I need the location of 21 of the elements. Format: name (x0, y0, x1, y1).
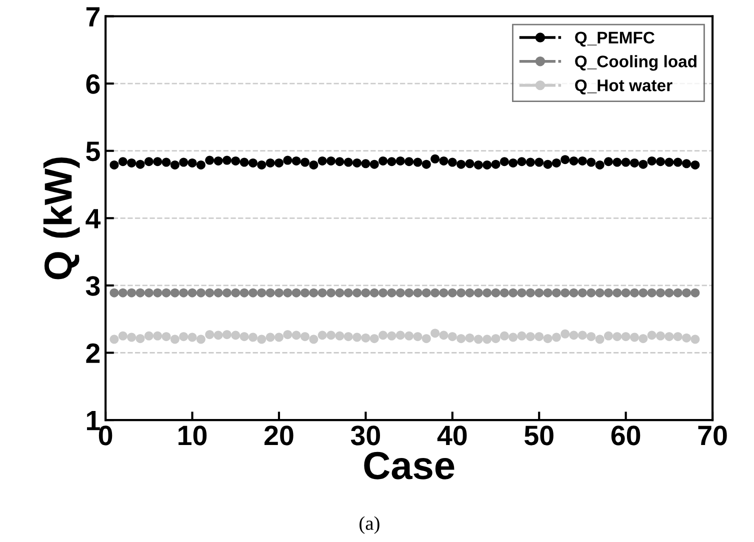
x-tick-label: 30 (350, 426, 380, 446)
x-tick-label: 70 (698, 426, 727, 446)
y-tick-label: 7 (86, 7, 100, 26)
text: (a) (360, 516, 380, 534)
x-axis-title: Case (364, 452, 454, 480)
y-tick-label: 2 (86, 343, 100, 363)
y-tick-label: 6 (86, 74, 100, 94)
y-tick-label: 4 (86, 209, 101, 228)
y-tick-label: 1 (87, 411, 100, 430)
y-axis-title: Q (kW) (43, 157, 80, 280)
x-tick-label: 10 (178, 426, 207, 446)
x-tick-label: 60 (611, 426, 640, 446)
x-tick-label: 0 (98, 426, 112, 446)
x-tick-label: 50 (524, 426, 554, 446)
y-tick-label: 3 (86, 276, 100, 296)
legend-label: Q_Cooling load (575, 55, 696, 71)
x-tick-label: 20 (264, 426, 294, 446)
legend-label: Q_PEMFC (575, 32, 655, 47)
legend-label: Q_Hot water (575, 80, 672, 94)
x-tick-label: 40 (437, 426, 467, 446)
y-tick-label: 5 (86, 142, 100, 162)
